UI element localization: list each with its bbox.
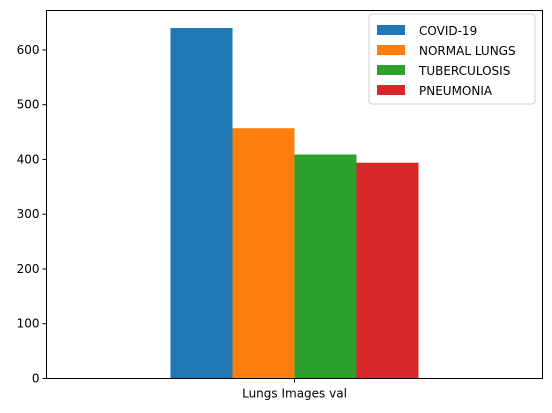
y-tick-label: 600 <box>17 43 40 57</box>
y-tick-label: 100 <box>17 317 40 331</box>
bar-covid-19 <box>170 28 233 379</box>
legend-swatch-normal-lungs <box>377 45 405 55</box>
legend-swatch-pneumonia <box>377 85 405 95</box>
y-tick-label: 400 <box>17 152 40 166</box>
x-tick-label: Lungs Images val <box>242 387 347 401</box>
legend-label-normal-lungs: NORMAL LUNGS <box>419 44 516 58</box>
legend: COVID-19 NORMAL LUNGS TUBERCULOSIS PNEUMONI… <box>368 13 536 105</box>
legend-swatch-tuberculosis <box>377 65 405 75</box>
y-tick-label: 300 <box>17 207 40 221</box>
bar-pneumonia <box>356 162 419 379</box>
legend-swatch-covid-19 <box>377 25 405 35</box>
legend-label-tuberculosis: TUBERCULOSIS <box>418 64 510 78</box>
bars-group <box>170 28 419 379</box>
x-axis: Lungs Images val <box>242 378 347 401</box>
legend-label-covid-19: COVID-19 <box>419 24 477 38</box>
legend-label-pneumonia: PNEUMONIA <box>419 84 493 98</box>
y-tick-label: 200 <box>17 262 40 276</box>
bar-tuberculosis <box>294 154 357 379</box>
y-tick-label: 0 <box>32 372 40 386</box>
y-tick-label: 500 <box>17 98 40 112</box>
legend-box <box>368 13 536 105</box>
y-axis: 0 100 200 300 400 500 600 <box>17 43 47 386</box>
bar-normal-lungs <box>232 128 295 379</box>
